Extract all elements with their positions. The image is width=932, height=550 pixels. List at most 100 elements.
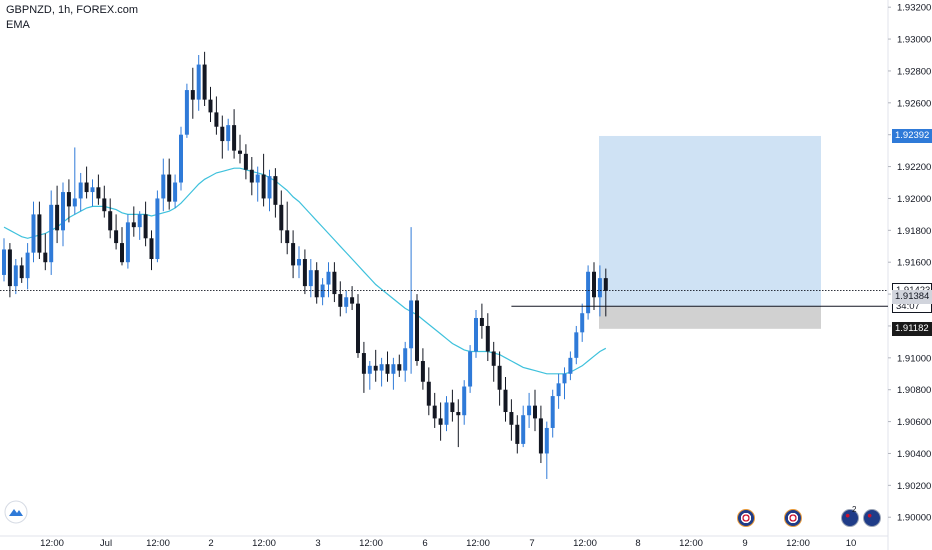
take-profit-price-tag[interactable]: 1.92392 (892, 128, 932, 143)
candle[interactable] (72, 147, 77, 215)
candle[interactable] (367, 361, 372, 390)
candle[interactable] (444, 396, 449, 432)
stop-loss-price-tag[interactable]: 1.91182 (892, 321, 932, 336)
candle[interactable] (214, 96, 219, 135)
nz-flag-event-icon[interactable] (863, 509, 881, 527)
candle[interactable] (485, 313, 490, 362)
candle[interactable] (167, 158, 172, 210)
candle[interactable] (338, 281, 343, 317)
candle[interactable] (131, 206, 136, 237)
candle[interactable] (196, 55, 201, 111)
entry-price-tag[interactable]: 1.91384 (892, 289, 932, 304)
candle[interactable] (25, 243, 30, 290)
candle[interactable] (320, 278, 325, 306)
candle[interactable] (462, 380, 467, 425)
candle[interactable] (249, 157, 254, 196)
candle[interactable] (515, 415, 520, 454)
uk-flag-event-icon[interactable] (737, 509, 755, 527)
candle[interactable] (208, 86, 213, 122)
candle[interactable] (190, 67, 195, 119)
candle[interactable] (161, 158, 166, 212)
candle[interactable] (603, 268, 608, 317)
tradingview-logo-icon[interactable] (4, 500, 28, 524)
candle[interactable] (326, 262, 331, 298)
candle[interactable] (37, 201, 42, 260)
candle[interactable] (391, 357, 396, 390)
candle[interactable] (66, 179, 71, 223)
candle[interactable] (527, 392, 532, 428)
candle[interactable] (149, 230, 154, 271)
candle[interactable] (273, 168, 278, 218)
candle[interactable] (580, 303, 585, 342)
candle[interactable] (49, 190, 54, 275)
candle[interactable] (373, 349, 378, 382)
indicator-label[interactable]: EMA (6, 19, 30, 31)
candle[interactable] (450, 389, 455, 422)
candle[interactable] (267, 169, 272, 212)
candle[interactable] (226, 118, 231, 151)
candle[interactable] (361, 341, 366, 393)
candle[interactable] (108, 198, 113, 239)
candle[interactable] (468, 345, 473, 393)
candle[interactable] (385, 351, 390, 382)
candle[interactable] (261, 153, 266, 207)
candle[interactable] (302, 249, 307, 295)
candle[interactable] (78, 172, 83, 212)
candle[interactable] (344, 290, 349, 314)
candle[interactable] (308, 259, 313, 298)
candle[interactable] (7, 243, 12, 298)
candle[interactable] (574, 325, 579, 365)
candle[interactable] (202, 51, 207, 107)
candle[interactable] (297, 246, 301, 279)
candle[interactable] (96, 174, 101, 205)
candle[interactable] (114, 214, 119, 250)
candle[interactable] (291, 230, 296, 279)
candle[interactable] (220, 115, 225, 159)
profit-zone[interactable] (599, 135, 821, 307)
nz-flag-event-icon[interactable] (841, 509, 859, 527)
candle[interactable] (426, 367, 431, 416)
candle[interactable] (102, 185, 107, 218)
candle[interactable] (184, 83, 189, 138)
candle[interactable] (438, 402, 443, 441)
candle[interactable] (556, 373, 561, 409)
candle[interactable] (592, 262, 596, 311)
candle[interactable] (503, 376, 508, 422)
candle[interactable] (509, 399, 514, 441)
candle[interactable] (544, 421, 549, 479)
candle[interactable] (285, 201, 290, 255)
candle[interactable] (238, 134, 242, 164)
candle[interactable] (332, 262, 337, 303)
candle[interactable] (550, 389, 555, 438)
candle[interactable] (533, 389, 537, 432)
candle[interactable] (61, 182, 65, 247)
candle[interactable] (243, 144, 248, 180)
candle[interactable] (232, 109, 237, 159)
candle[interactable] (314, 262, 319, 304)
candle[interactable] (497, 351, 502, 406)
candle[interactable] (586, 265, 591, 320)
candle[interactable] (120, 227, 124, 266)
candle[interactable] (125, 214, 130, 269)
candle[interactable] (179, 126, 183, 191)
candle[interactable] (474, 310, 478, 358)
candle[interactable] (356, 294, 360, 358)
candle[interactable] (568, 351, 573, 381)
uk-flag-event-icon[interactable] (784, 509, 802, 527)
candle[interactable] (2, 238, 6, 282)
candle[interactable] (379, 357, 384, 387)
candle[interactable] (409, 227, 414, 374)
candle[interactable] (415, 294, 419, 366)
candle[interactable] (84, 166, 89, 199)
symbol-title[interactable]: GBPNZD, 1h, FOREX.com (6, 4, 139, 16)
candle[interactable] (432, 392, 437, 428)
candle[interactable] (538, 405, 543, 464)
candle[interactable] (521, 405, 526, 448)
candle[interactable] (143, 201, 148, 247)
candle[interactable] (491, 341, 496, 382)
candle[interactable] (479, 303, 484, 339)
candle[interactable] (279, 190, 284, 244)
candle[interactable] (137, 211, 142, 240)
candle[interactable] (155, 190, 160, 263)
